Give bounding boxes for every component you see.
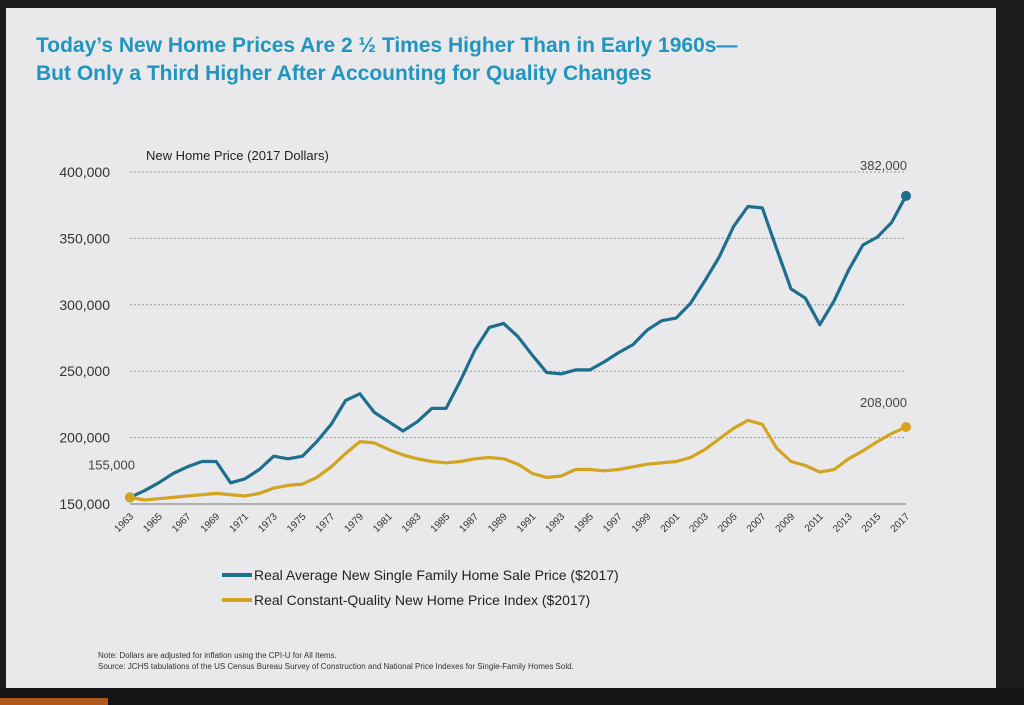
- chart: New Home Price (2017 Dollars) 150,000 200…: [59, 148, 913, 535]
- x-tick-label: 2001: [659, 511, 683, 535]
- data-label-155000: 155,000: [88, 457, 135, 472]
- x-tick-label: 2017: [889, 511, 913, 535]
- y-tick-label: 400,000: [59, 164, 110, 180]
- x-tick-label: 1975: [285, 511, 309, 535]
- x-tick-label: 1969: [199, 511, 223, 535]
- chart-title-line-2: But Only a Third Higher After Accounting…: [36, 62, 652, 85]
- orange-strip: [0, 698, 108, 705]
- series-line-1: [128, 418, 908, 502]
- x-tick-label: 1977: [314, 511, 338, 535]
- x-tick-label: 2009: [774, 511, 798, 535]
- chart-title-line-1: Today’s New Home Prices Are 2 ½ Times Hi…: [36, 34, 738, 57]
- x-tick-label: 1983: [400, 511, 424, 535]
- x-tick-label: 1991: [515, 511, 539, 535]
- chart-subtitle: New Home Price (2017 Dollars): [146, 148, 329, 163]
- screen-bottom-bezel: [0, 688, 1024, 705]
- y-tick-label: 250,000: [59, 363, 110, 379]
- x-tick-label: 1997: [601, 511, 625, 535]
- x-tick-label: 2015: [860, 511, 884, 535]
- y-tick-label: 300,000: [59, 297, 110, 313]
- x-tick-label: 1985: [429, 511, 453, 535]
- series-line-0: [128, 194, 908, 499]
- series-end-marker-0: [901, 190, 911, 201]
- slide-background: [6, 8, 996, 688]
- source-text: Source: JCHS tabulations of the US Censu…: [98, 662, 574, 671]
- x-tick-label: 1987: [457, 511, 481, 535]
- x-tick-label: 1995: [572, 511, 596, 535]
- series-end-marker-1: [901, 421, 911, 432]
- x-tick-label: 2013: [831, 511, 855, 535]
- x-tick-label: 1999: [630, 511, 654, 535]
- data-label-208000: 208,000: [860, 395, 907, 410]
- chart-title: Today’s New Home Prices Are 2 ½ Times Hi…: [36, 32, 966, 88]
- legend-swatch-sale-price: [222, 572, 252, 577]
- note-text: Note: Dollars are adjusted for inflation…: [98, 651, 337, 660]
- x-tick-label: 1963: [113, 511, 137, 535]
- x-tick-label: 2007: [745, 511, 769, 535]
- legend-swatch-constant-quality: [222, 597, 252, 602]
- legend-item-constant-quality: Real Constant-Quality New Home Price Ind…: [222, 587, 619, 612]
- footnotes: Note: Dollars are adjusted for inflation…: [98, 650, 574, 672]
- legend-label-sale-price: Real Average New Single Family Home Sale…: [254, 566, 619, 583]
- y-tick-label: 350,000: [59, 230, 110, 246]
- x-tick-label: 1965: [141, 511, 165, 535]
- y-tick-label: 200,000: [59, 430, 110, 446]
- legend-item-sale-price: Real Average New Single Family Home Sale…: [222, 562, 619, 587]
- y-tick-label: 150,000: [59, 496, 110, 512]
- x-tick-label: 1973: [256, 511, 280, 535]
- legend-label-constant-quality: Real Constant-Quality New Home Price Ind…: [254, 591, 591, 608]
- legend: Real Average New Single Family Home Sale…: [222, 562, 619, 612]
- x-tick-label: 2005: [716, 511, 740, 535]
- x-tick-label: 1981: [371, 511, 395, 535]
- x-tick-label: 1971: [228, 511, 252, 535]
- data-label-382000: 382,000: [860, 158, 907, 173]
- x-tick-label: 1993: [544, 511, 568, 535]
- x-tick-label: 2011: [803, 511, 826, 534]
- series-start-marker-1: [125, 492, 135, 503]
- x-tick-label: 1967: [170, 511, 194, 535]
- x-tick-label: 1989: [486, 511, 510, 535]
- x-tick-label: 1979: [343, 511, 367, 535]
- x-tick-label: 2003: [687, 511, 711, 535]
